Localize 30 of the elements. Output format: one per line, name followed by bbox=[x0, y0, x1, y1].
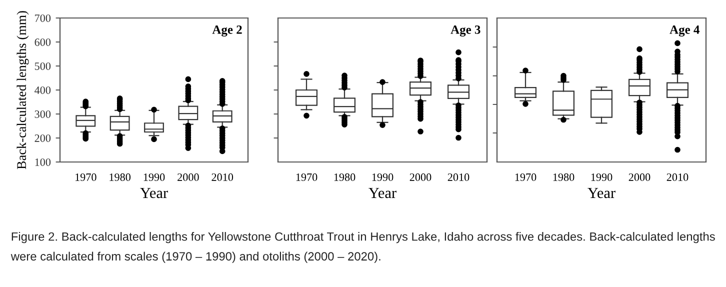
x-tick-label: 1980 bbox=[334, 173, 356, 181]
x-tick-label: 1990 bbox=[372, 173, 394, 181]
x-tick-label: 2000 bbox=[628, 173, 650, 181]
x-tick-label: 2010 bbox=[212, 173, 234, 181]
x-axis-title: Year bbox=[588, 188, 616, 198]
x-tick-label: 2010 bbox=[448, 173, 470, 181]
y-tick-label: 100 bbox=[35, 158, 51, 166]
y-tick-label: 500 bbox=[34, 62, 51, 70]
y-tick-label: 200 bbox=[34, 134, 51, 142]
x-tick-label: 1980 bbox=[553, 173, 574, 181]
y-tick-label: 600 bbox=[34, 38, 51, 46]
caption: Figure 2. Back-calculated lengths for Yellowstone Cutthroat Trout in Henrys Lake, Idaho across five decades. Back-calculated lengths were calculated from scales (1970 – 1990) and otoliths (2000 – 2020). bbox=[10, 232, 715, 263]
x-tick-label: 2010 bbox=[666, 173, 688, 181]
x-axis-title: Year bbox=[368, 188, 396, 198]
x-tick-label: 1990 bbox=[144, 173, 165, 181]
y-tick-label: 700 bbox=[35, 14, 51, 22]
x-tick-label: 1980 bbox=[110, 173, 131, 181]
x-axis-title: Year bbox=[140, 188, 168, 198]
x-tick-label: 1970 bbox=[76, 173, 96, 181]
y-tick-label: 400 bbox=[34, 86, 51, 94]
y-axis-title: Back-calculated lengths (mm) bbox=[16, 11, 29, 170]
annotation: Age 2 bbox=[212, 26, 242, 37]
x-tick-label: 2000 bbox=[410, 173, 432, 181]
annotation: Age 4 bbox=[670, 26, 700, 37]
annotation: Age 3 bbox=[450, 26, 480, 37]
y-tick-label: 300 bbox=[34, 110, 51, 118]
x-tick-label: 1990 bbox=[591, 173, 612, 181]
x-tick-label: 1970 bbox=[296, 173, 318, 181]
x-tick-label: 1970 bbox=[515, 173, 536, 181]
x-tick-label: 2000 bbox=[178, 173, 199, 181]
